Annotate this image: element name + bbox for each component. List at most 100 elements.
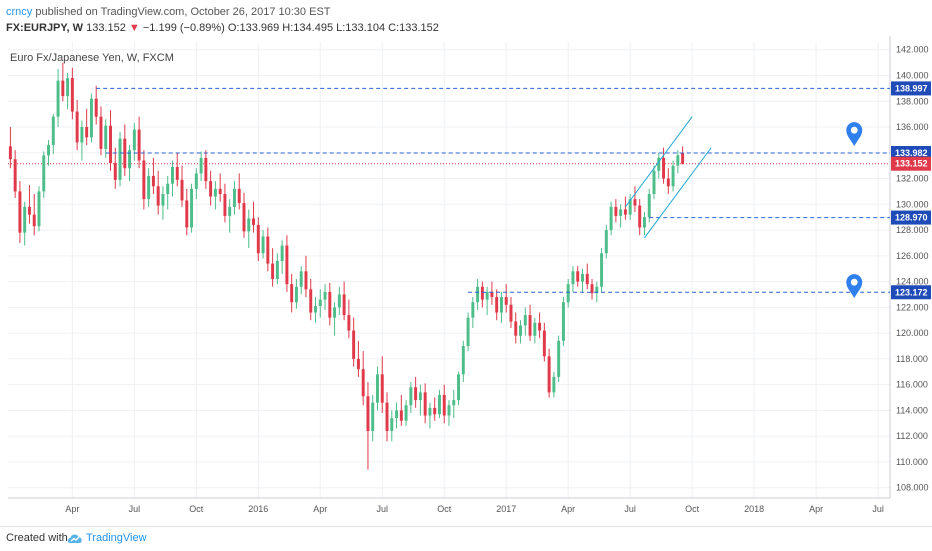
tradingview-brand-link[interactable]: TradingView — [86, 532, 147, 544]
candle-body — [452, 400, 456, 406]
candle-body — [418, 392, 422, 401]
candle-body — [466, 317, 470, 346]
candle-body — [113, 163, 117, 180]
candle-body — [380, 374, 384, 403]
y-tick-label: 108.000 — [896, 483, 929, 493]
candle-body — [356, 358, 360, 370]
candle-body — [504, 297, 508, 305]
tradingview-cloud-icon[interactable] — [66, 531, 84, 550]
candle-body — [657, 157, 661, 171]
candle-body — [309, 289, 313, 313]
candle-body — [347, 315, 351, 331]
y-tick-label: 136.000 — [896, 122, 929, 132]
candle-body — [633, 199, 637, 206]
candle-body — [433, 407, 437, 415]
candle-body — [166, 183, 170, 194]
candle-body — [247, 218, 251, 232]
candle-body — [42, 155, 46, 192]
candle-body — [252, 218, 256, 225]
candle-body — [56, 80, 60, 117]
candle-body — [109, 125, 112, 164]
candle-body — [404, 405, 408, 421]
candle-body — [185, 200, 189, 228]
candle-body — [209, 181, 213, 197]
candle-body — [47, 145, 51, 156]
candlestick-chart[interactable]: 108.000 110.000 112.000 114.000 116.000 118.0… — [8, 36, 932, 526]
candle-body — [223, 194, 227, 216]
candle-body — [581, 273, 584, 282]
candle-body — [89, 98, 93, 138]
level-price-tag-label: 133.982 — [895, 148, 928, 158]
x-tick-label: Oct — [437, 504, 452, 514]
candle-body — [614, 206, 618, 216]
y-tick-label: 110.000 — [896, 457, 928, 467]
candle-body — [399, 410, 403, 421]
candle-body — [290, 284, 294, 303]
candle-body — [681, 153, 685, 164]
level-price-tag — [891, 146, 931, 161]
candle-body — [600, 253, 604, 287]
channel-line-upper — [624, 116, 693, 208]
candle-body — [18, 191, 22, 233]
level-price-tag-label: 138.997 — [895, 83, 928, 93]
candle-body — [495, 297, 499, 313]
candle-body — [538, 322, 542, 331]
candle-body — [147, 175, 151, 200]
candle-body — [256, 224, 260, 254]
candle-body — [552, 376, 556, 393]
candle-body — [457, 374, 461, 401]
candle-body — [561, 302, 565, 341]
candle-body — [542, 330, 546, 357]
candle-body — [314, 306, 317, 313]
candle-body — [299, 271, 303, 287]
level-price-tag — [891, 81, 931, 96]
y-tick-label: 118.000 — [896, 354, 928, 364]
candle-body — [385, 402, 389, 432]
candle-body — [304, 271, 308, 290]
candle-body — [194, 173, 198, 189]
candle-body — [428, 407, 432, 416]
candle-body — [70, 78, 74, 112]
y-tick-label: 140.000 — [896, 70, 929, 80]
candle-body — [571, 271, 575, 285]
x-tick-label: Jul — [376, 504, 388, 514]
level-price-tag-label: 128.970 — [895, 213, 928, 223]
y-tick-label: 142.000 — [896, 45, 929, 55]
candle-body — [528, 315, 532, 336]
author-link[interactable]: crncy — [6, 6, 33, 18]
candle-body — [218, 188, 222, 194]
x-tick-label: Oct — [189, 504, 204, 514]
candle-body — [8, 146, 12, 160]
candle-body — [409, 387, 413, 406]
candle-body — [490, 291, 494, 298]
candle-body — [480, 286, 484, 300]
y-tick-label: 132.000 — [896, 174, 929, 184]
candle-body — [180, 179, 184, 201]
candle-body — [118, 138, 122, 180]
candle-body — [352, 330, 356, 359]
chart-area[interactable]: 108.000 110.000 112.000 114.000 116.000 118.0… — [8, 36, 932, 526]
change-down-arrow-icon: ▼ — [128, 22, 140, 34]
y-tick-label: 120.000 — [896, 328, 929, 338]
candle-body — [437, 394, 441, 415]
price-change: −1.199 (−0.89%) — [142, 22, 225, 34]
candle-body — [376, 374, 379, 403]
symbol-label: FX:EURJPY, W — [6, 22, 84, 34]
candle-body — [151, 175, 155, 187]
candle-body — [280, 245, 284, 261]
x-tick-label: Jul — [872, 504, 884, 514]
candle-body — [123, 138, 127, 169]
candle-body — [161, 194, 165, 206]
y-tick-label: 130.000 — [896, 199, 929, 209]
candle-body — [623, 209, 627, 215]
candle-body — [638, 205, 642, 228]
y-tick-label: 122.000 — [896, 302, 929, 312]
candle-body — [609, 206, 613, 231]
candle-body — [199, 157, 203, 174]
candle-body — [662, 157, 666, 179]
y-tick-label: 126.000 — [896, 251, 929, 261]
candle-body — [285, 245, 289, 285]
candle-body — [604, 230, 608, 254]
candle-body — [175, 166, 179, 180]
candle-body — [37, 191, 41, 227]
